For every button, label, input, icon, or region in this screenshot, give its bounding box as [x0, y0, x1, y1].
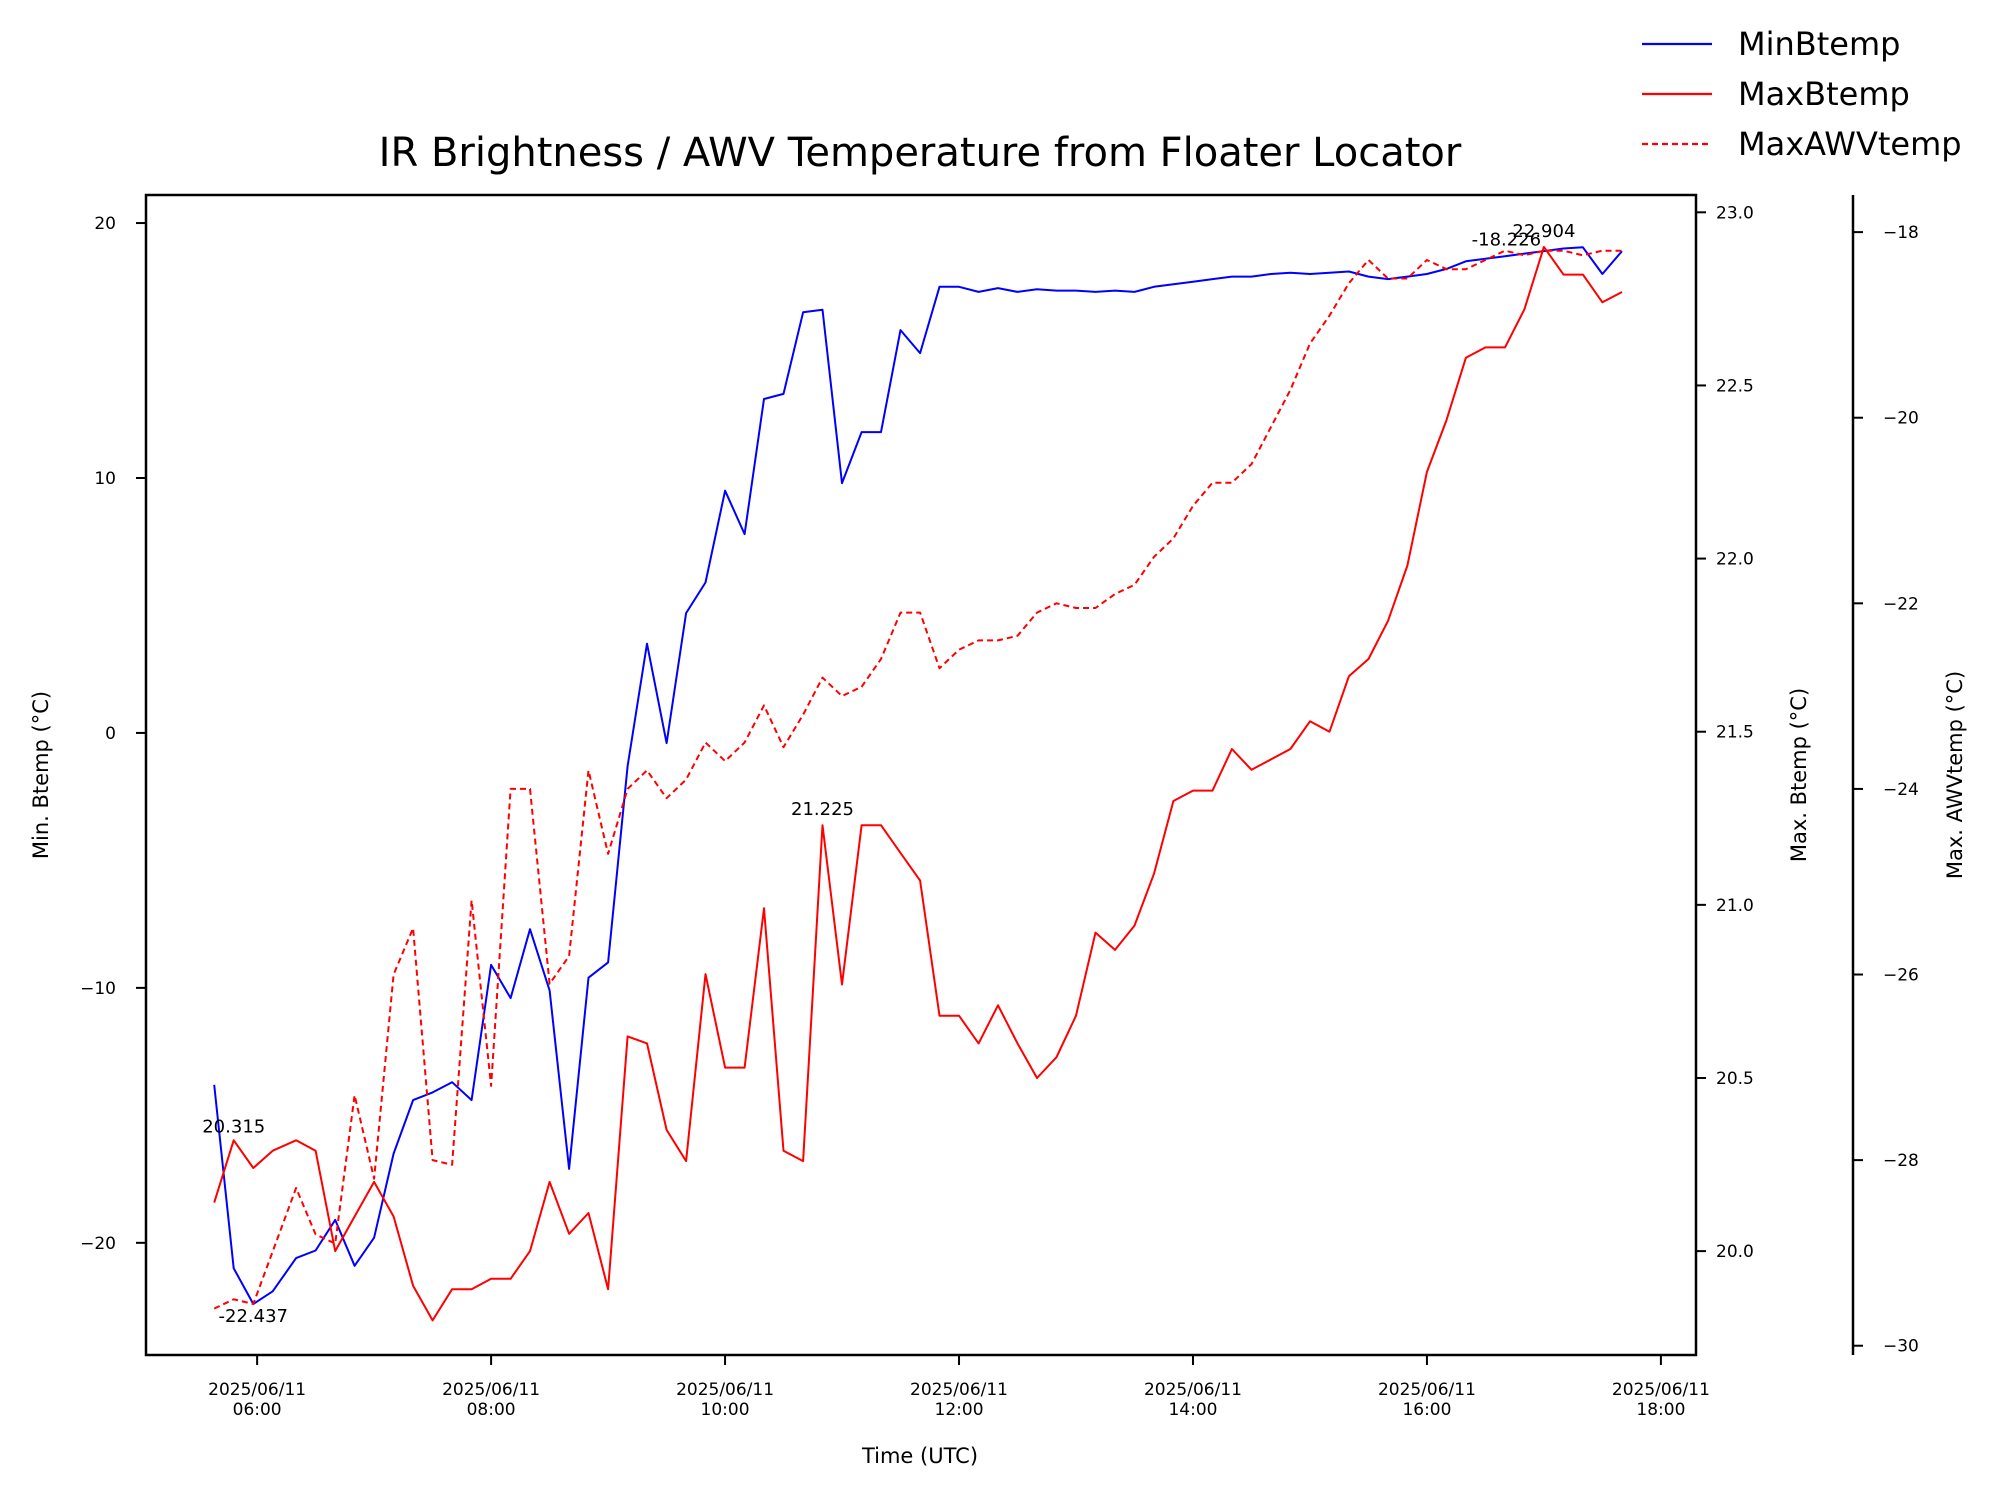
right-axis-ticks: 20.0 20.5 21.0 21.5 22.0 22.5 23.0: [1696, 203, 1754, 1262]
x-tick-label: 2025/06/11: [442, 1380, 540, 1400]
series-lines: [213, 245, 1623, 1322]
left-tick-label: 0: [105, 724, 116, 744]
left-tick-label: 20: [94, 214, 116, 234]
left-tick-label: 10: [94, 469, 116, 489]
series-line-maxbtemp: [213, 245, 1623, 1322]
x-tick-label: 18:00: [1636, 1400, 1685, 1420]
right2-tick-label: −30: [1883, 1337, 1919, 1357]
right2-tick-label: −22: [1883, 594, 1919, 614]
right-tick-label: 20.5: [1716, 1069, 1754, 1089]
legend-label: MaxBtemp: [1738, 75, 1910, 113]
x-axis-title: Time (UTC): [861, 1444, 978, 1468]
right2-axis-title: Max. AWVtemp (°C): [1943, 671, 1967, 879]
series-line-maxawvtemp: [213, 249, 1622, 1310]
right-axis-title: Max. Btemp (°C): [1787, 688, 1811, 862]
right2-tick-label: −20: [1883, 409, 1919, 429]
data-annotation: 20.315: [202, 1116, 265, 1137]
plot-frame: [144, 193, 1698, 1357]
x-tick-label: 14:00: [1168, 1400, 1217, 1420]
x-tick-label: 10:00: [701, 1400, 750, 1420]
right2-tick-label: −18: [1883, 223, 1919, 243]
x-tick-label: 06:00: [233, 1400, 282, 1420]
right2-tick-label: −24: [1883, 780, 1919, 800]
left-axis-ticks: −20 −10 0 10 20: [80, 214, 146, 1254]
x-tick-label: 2025/06/11: [1612, 1380, 1710, 1400]
right2-tick-label: −28: [1883, 1151, 1919, 1171]
data-annotation: -18.226: [1472, 229, 1541, 250]
legend: MinBtemp MaxBtemp MaxAWVtemp: [1642, 25, 1962, 163]
left-tick-label: −20: [80, 1234, 116, 1254]
x-tick-label: 16:00: [1402, 1400, 1451, 1420]
x-tick-label: 2025/06/11: [910, 1380, 1008, 1400]
data-annotation: 21.225: [791, 799, 854, 820]
left-axis-title: Min. Btemp (°C): [29, 691, 53, 859]
legend-label: MaxAWVtemp: [1738, 125, 1962, 163]
x-tick-label: 2025/06/11: [208, 1380, 306, 1400]
right-tick-label: 21.5: [1716, 723, 1754, 743]
x-tick-label: 2025/06/11: [1144, 1380, 1242, 1400]
right2-axis-ticks: −30 −28 −26 −24 −22 −20 −18: [1853, 223, 1919, 1357]
x-tick-label: 2025/06/11: [1378, 1380, 1476, 1400]
right2-tick-label: −26: [1883, 966, 1919, 986]
right-tick-label: 22.0: [1716, 550, 1754, 570]
x-tick-label: 2025/06/11: [676, 1380, 774, 1400]
x-tick-label: 08:00: [467, 1400, 516, 1420]
left-tick-label: −10: [80, 979, 116, 999]
right-tick-label: 22.5: [1716, 376, 1754, 396]
data-annotation: 22.904: [1512, 221, 1575, 242]
x-tick-label: 12:00: [935, 1400, 984, 1420]
legend-label: MinBtemp: [1738, 25, 1900, 63]
series-line-minbtemp: [213, 246, 1623, 1305]
right-tick-label: 23.0: [1716, 203, 1754, 223]
right-tick-label: 20.0: [1716, 1242, 1754, 1262]
right-tick-label: 21.0: [1716, 896, 1754, 916]
x-axis-ticks: 2025/06/1106:002025/06/1108:002025/06/11…: [208, 1355, 1710, 1420]
data-annotation: -22.437: [219, 1306, 288, 1327]
chart-title: IR Brightness / AWV Temperature from Flo…: [379, 130, 1462, 176]
